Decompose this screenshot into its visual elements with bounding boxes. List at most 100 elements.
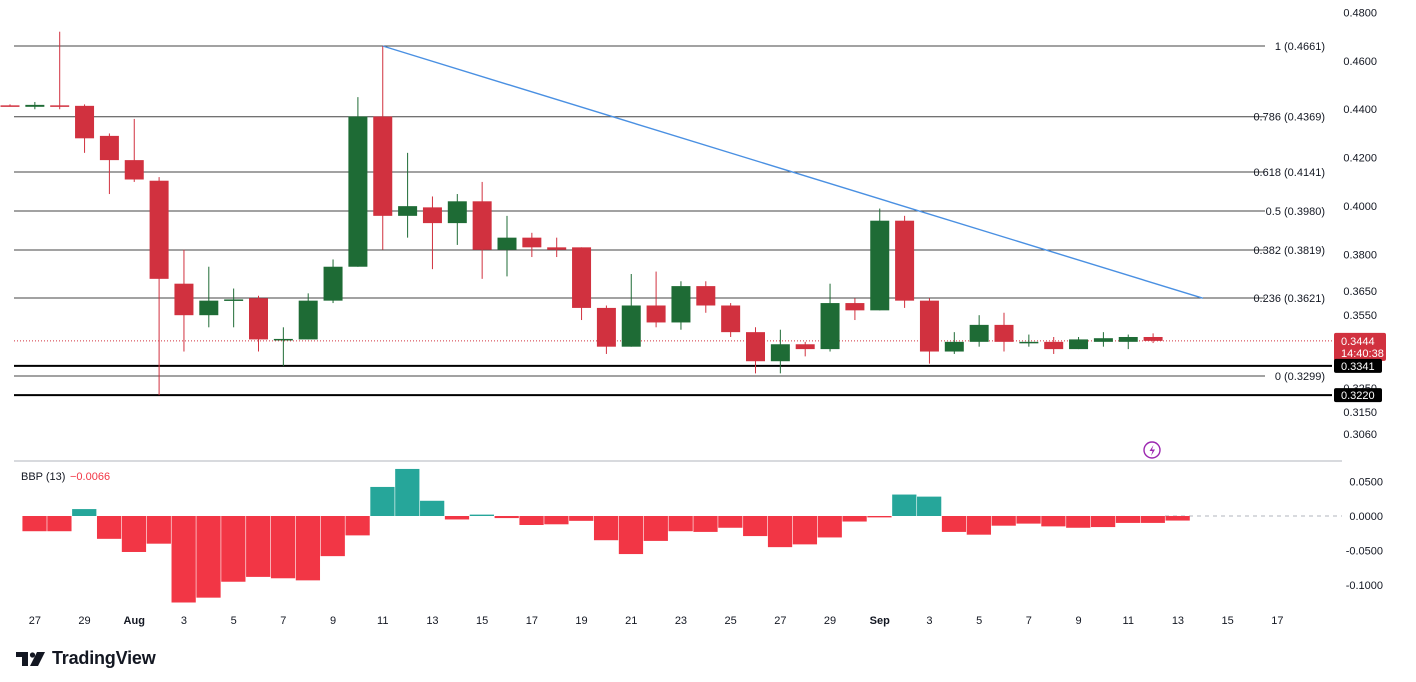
bbp-bar	[668, 516, 693, 532]
time-axis-label: 5	[976, 615, 982, 627]
bbp-bar	[295, 516, 321, 581]
candle-body	[75, 105, 95, 139]
price-axis-label: 0.4800	[1343, 7, 1377, 19]
candle	[174, 249, 194, 352]
bbp-axis-label: 0.0500	[1349, 476, 1383, 488]
time-axis-label: 11	[1123, 615, 1134, 627]
candle-body	[994, 324, 1014, 342]
time-axis-label: 27	[774, 615, 786, 627]
bbp-bar	[693, 516, 718, 532]
candle	[273, 327, 293, 367]
time-axis-label: 17	[1271, 615, 1283, 627]
candle-body	[447, 201, 467, 224]
fib-label-0.786: 0.786 (0.4369)	[1253, 112, 1325, 124]
price-axis-label: 0.4000	[1343, 201, 1377, 213]
candle	[522, 232, 542, 258]
bbp-axis[interactable]: 0.0500 0.0000 -0.0500 -0.1000	[1346, 476, 1383, 592]
time-axis-label: 23	[675, 615, 687, 627]
bbp-axis-label: 0.0000	[1349, 511, 1383, 523]
price-axis-label: 0.3800	[1343, 250, 1377, 262]
candle	[124, 118, 144, 182]
time-axis-label: 17	[526, 615, 538, 627]
support-tag-1	[1334, 358, 1382, 373]
support-tag-label-1: 0.3341	[1341, 361, 1375, 373]
candle	[944, 332, 964, 354]
time-axis-label: 21	[625, 615, 637, 627]
lightning-icon[interactable]	[1143, 441, 1161, 459]
candle-body	[572, 247, 592, 308]
time-axis-label: 3	[181, 615, 187, 627]
bbp-bar	[991, 516, 1016, 526]
time-axis-label: 7	[1026, 615, 1032, 627]
candle	[323, 259, 343, 304]
bbp-bar	[494, 516, 519, 519]
candle-body	[373, 116, 393, 216]
bbp-bar	[420, 500, 445, 516]
candle	[845, 298, 865, 321]
time-axis-label: 3	[926, 615, 932, 627]
candle-body	[249, 298, 268, 340]
price-axis-label: 0.3650	[1343, 286, 1377, 298]
bbp-bar	[842, 516, 867, 522]
bbp-bar	[47, 516, 72, 532]
candle	[621, 273, 641, 347]
candle-body	[323, 266, 343, 301]
tradingview-wordmark: TradingView	[52, 648, 156, 668]
bbp-bar	[792, 516, 818, 545]
bbp-bar	[196, 516, 221, 598]
candle-body	[25, 104, 45, 107]
candle	[820, 283, 840, 352]
candle	[50, 31, 70, 110]
candle	[994, 312, 1014, 352]
bbp-bar	[867, 516, 892, 518]
fib-label-0.236: 0.236 (0.3621)	[1253, 293, 1325, 305]
bbp-bar	[146, 516, 171, 544]
candle	[1044, 336, 1064, 354]
bbp-bar	[1165, 516, 1190, 521]
support-tag-2	[1334, 388, 1382, 403]
candle-body	[298, 300, 318, 340]
candle-body	[944, 341, 964, 352]
tradingview-icon	[16, 651, 45, 666]
time-axis-label: 9	[1075, 615, 1081, 627]
candle	[422, 196, 442, 270]
candle-body	[224, 299, 244, 301]
candle	[547, 237, 567, 258]
candle	[895, 215, 915, 308]
candle-body	[919, 300, 939, 352]
price-axis-label: 0.4200	[1343, 153, 1377, 165]
candle-body	[895, 220, 915, 301]
price-axis[interactable]: 0.4800 0.4600 0.4400 0.4200 0.4000 0.3800 0.36…	[1343, 7, 1377, 441]
candle	[1019, 334, 1039, 347]
time-axis-label: Aug	[124, 615, 145, 627]
bbp-bar	[221, 516, 246, 582]
bbp-bar	[345, 516, 370, 536]
price-axis-label: 0.3150	[1343, 407, 1377, 419]
bbp-bar	[1115, 516, 1141, 523]
candle-body	[398, 206, 418, 216]
candle-body	[522, 237, 542, 248]
candle	[696, 281, 716, 313]
candle	[99, 133, 119, 195]
time-axis[interactable]: 27 29 Aug 3 5 7 9 11 13 15 17 19 21 23 25 27 29 Sep 3 5 7 9 11…	[29, 615, 1284, 627]
candle-body	[149, 180, 169, 279]
bbp-bar	[941, 516, 967, 532]
time-axis-label: 29	[78, 615, 90, 627]
candle-body	[845, 303, 865, 311]
candle	[75, 104, 95, 153]
bbp-bar	[22, 516, 47, 532]
candle	[721, 303, 741, 337]
time-axis-label: 25	[725, 615, 737, 627]
bbp-bar	[643, 516, 668, 541]
candle-body	[1093, 338, 1113, 342]
candle	[497, 215, 517, 277]
indicator-legend[interactable]: BBP (13) −0.0066	[21, 471, 110, 483]
bbp-bar	[469, 514, 494, 516]
trendline-segment	[382, 45, 1204, 299]
candle	[373, 46, 393, 250]
tradingview-logo[interactable]: TradingView	[16, 648, 156, 669]
candle-body	[721, 305, 741, 333]
bbp-bar	[395, 468, 420, 516]
bbp-axis-label: -0.0500	[1346, 546, 1383, 558]
